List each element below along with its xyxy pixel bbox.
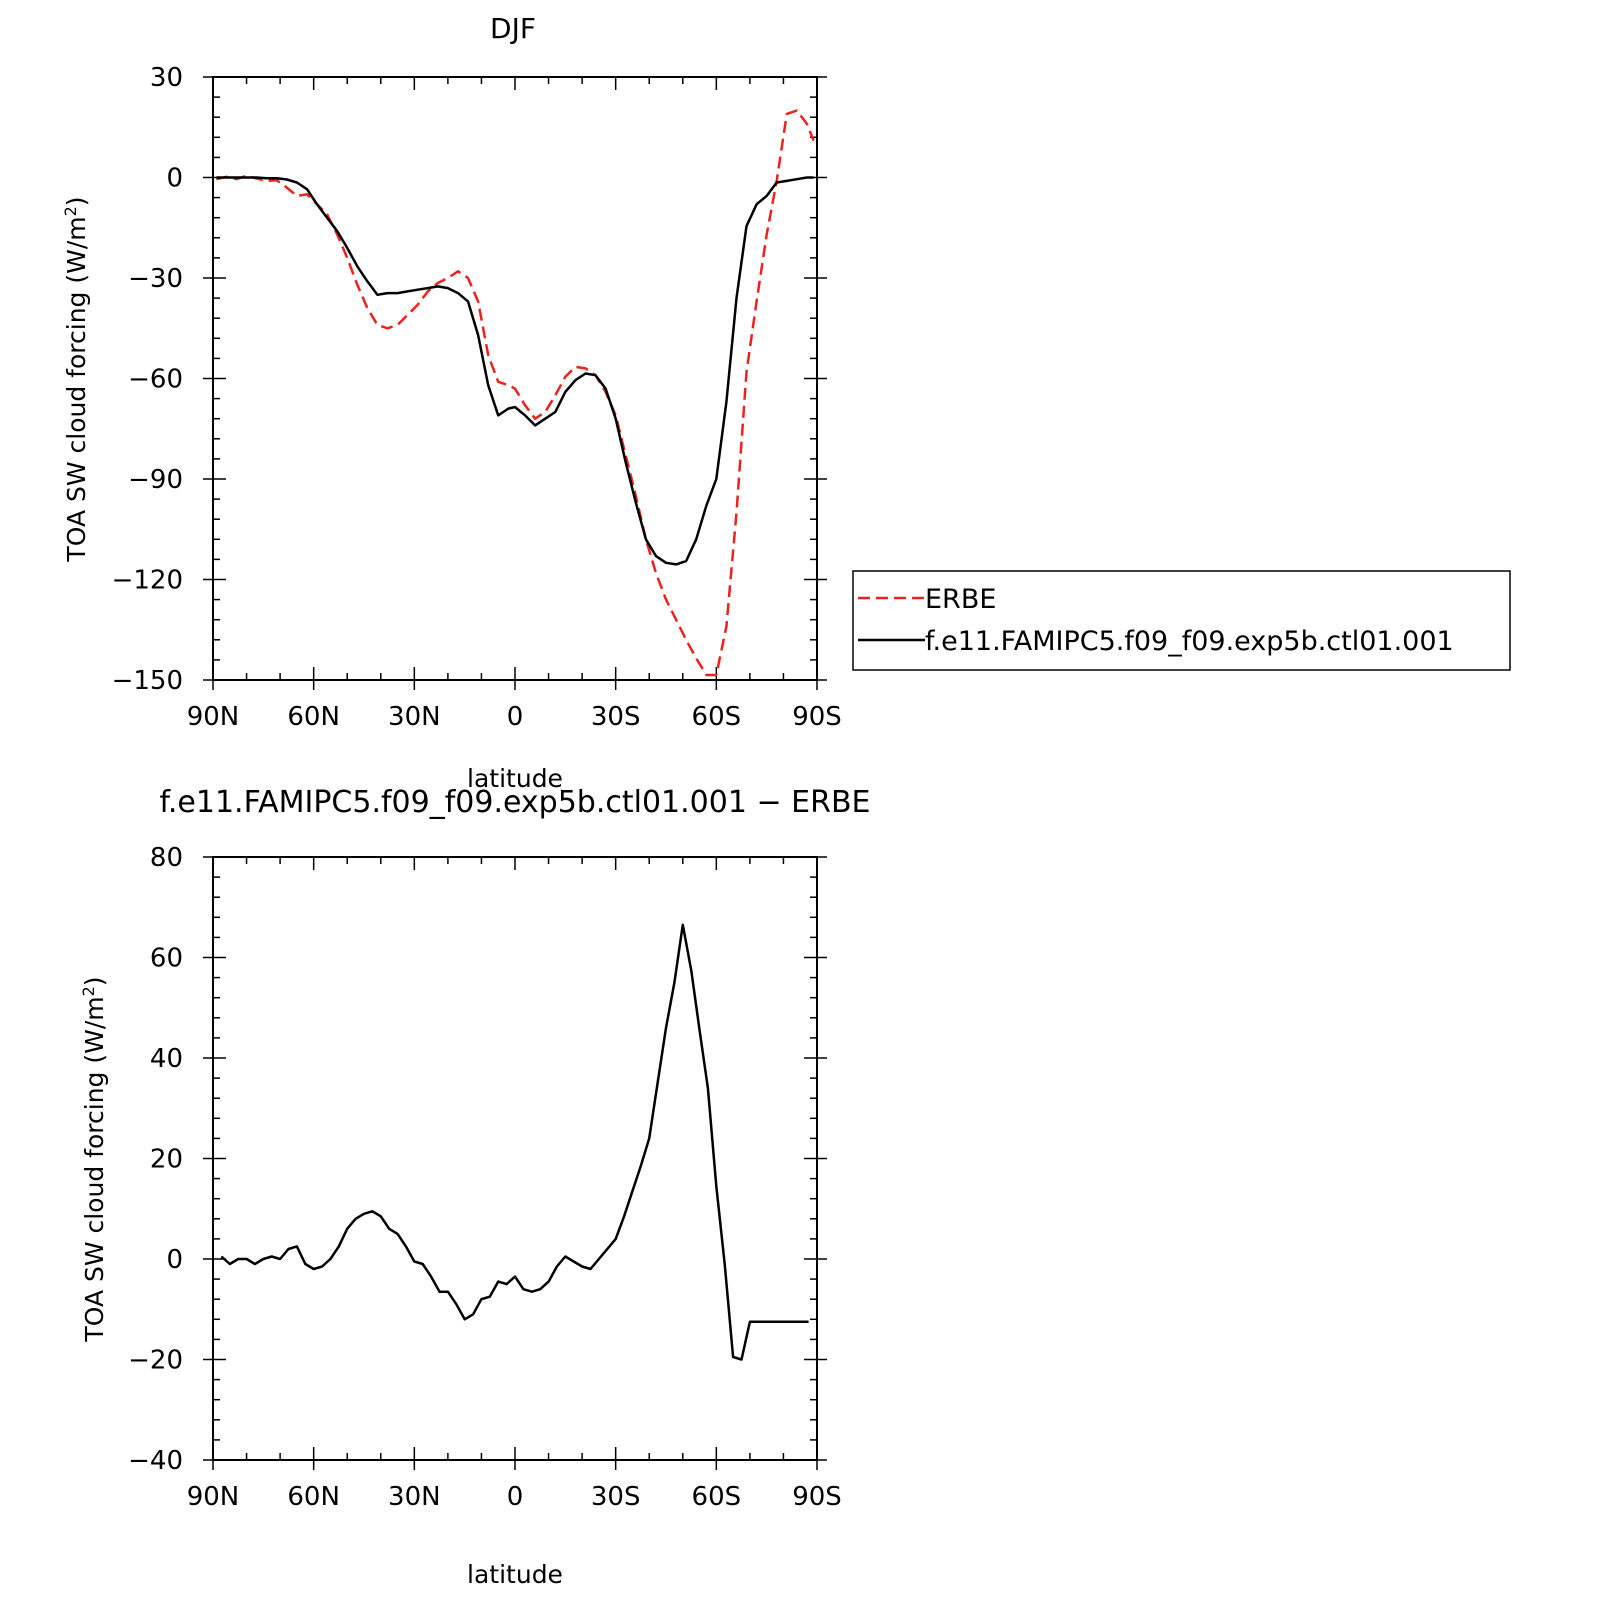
bottom-x-tick-label: 90N [187,1482,240,1512]
top-y-tick-label: −150 [112,666,183,696]
bottom-panel: f.e11.FAMIPC5.f09_f09.exp5b.ctl01.001 − … [79,785,871,1589]
top-y-axis-label-sup: 2 [61,206,80,216]
bottom-y-axis-label-main: TOA SW cloud forcing (W/m [80,996,109,1342]
bottom-plot-area: 90N 60N 30N 0 30S 60S 90S 80 60 40 20 0 −20 −40 [128,843,842,1512]
legend: ERBE f.e11.FAMIPC5.f09_f09.exp5b.ctl01.0… [852,570,1511,671]
top-y-tick-label: 30 [150,63,183,93]
legend-label-model: f.e11.FAMIPC5.f09_f09.exp5b.ctl01.001 [925,626,1454,657]
bottom-chart-title: f.e11.FAMIPC5.f09_f09.exp5b.ctl01.001 − … [159,785,870,820]
top-x-tick-label: 90S [792,702,842,732]
bottom-x-axis-label: latitude [467,1560,563,1589]
bottom-y-tick-label: −40 [128,1446,183,1476]
top-x-axis-label: latitude [467,764,563,793]
top-y-tick-label: −90 [128,465,183,495]
top-x-tick-label: 60N [287,702,340,732]
top-series-line-f-e11-famipc5-f09-f09-exp5b-ctl01-001 [216,176,814,566]
top-x-tick-label: 90N [187,702,240,732]
top-y-tick-label: 0 [166,164,183,194]
bottom-y-axis-label-sup: 2 [79,986,98,996]
top-plot-area: 90N 60N 30N 0 30S 60S 90S 30 0 −30 −60 −90 −120 −150 [112,63,842,732]
bottom-y-tick-label: −20 [128,1346,183,1376]
top-y-axis-label-main: TOA SW cloud forcing (W/m [62,216,91,562]
top-x-tick-label: 60S [692,702,742,732]
bottom-y-tick-label: 20 [150,1145,183,1175]
top-chart-title: DJF [490,12,536,45]
top-x-tick-label: 30S [591,702,641,732]
bottom-y-tick-label: 60 [150,944,183,974]
bottom-y-axis-label-close: ) [80,976,109,986]
bottom-x-tick-label: 30N [388,1482,441,1512]
bottom-x-tick-label: 60N [287,1482,340,1512]
top-y-tick-label: −120 [112,566,183,596]
top-y-tick-label: −30 [128,264,183,294]
top-series-line-erbe [216,109,815,677]
bottom-x-tick-label: 90S [792,1482,842,1512]
top-x-tick-label: 0 [507,702,524,732]
top-x-tick-label: 30N [388,702,441,732]
bottom-frame [212,856,818,1461]
top-y-axis-label-close: ) [62,196,91,206]
bottom-series-line-difference [220,923,809,1361]
top-frame [212,76,818,681]
bottom-y-tick-label: 0 [166,1245,183,1275]
bottom-y-tick-label: 40 [150,1044,183,1074]
legend-label-erbe: ERBE [925,584,996,615]
legend-box [852,570,1511,671]
top-panel: DJF 90N 60N 30N 0 30S 60S 90S 30 0 −30 −60 −90 −120 −… [61,12,1511,793]
bottom-y-tick-label: 80 [150,843,183,873]
bottom-y-axis-label: TOA SW cloud forcing (W/m2) [79,976,109,1342]
bottom-x-tick-label: 30S [591,1482,641,1512]
bottom-x-tick-label: 0 [507,1482,524,1512]
top-y-axis-label: TOA SW cloud forcing (W/m2) [61,196,91,562]
top-y-tick-label: −60 [128,365,183,395]
bottom-x-tick-label: 60S [692,1482,742,1512]
